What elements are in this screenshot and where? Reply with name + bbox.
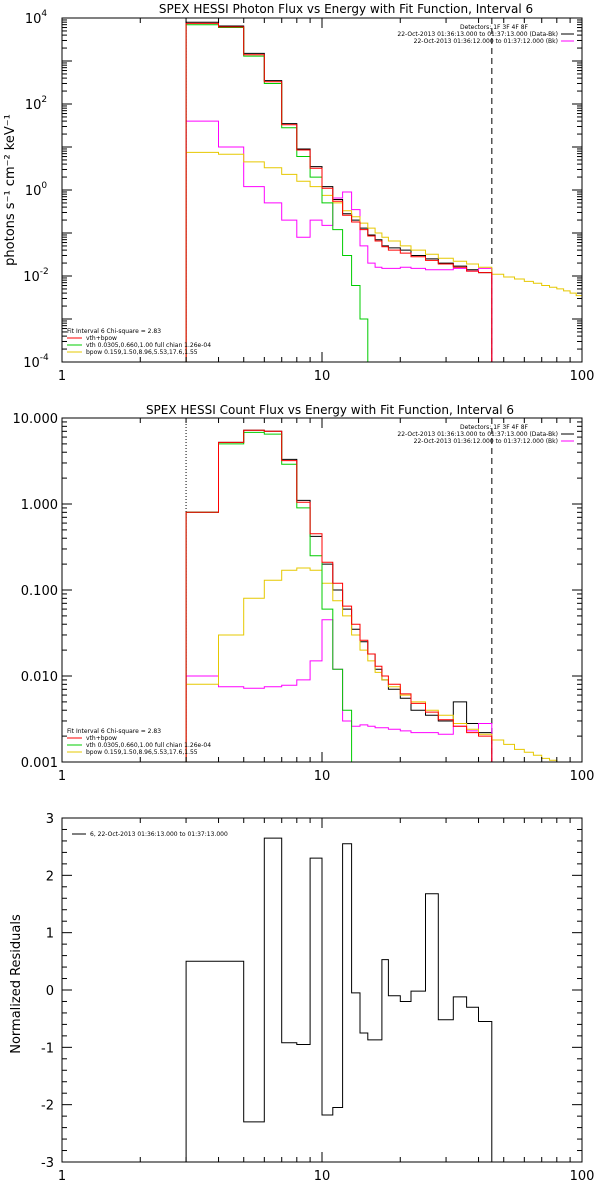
legend-total-label: vth+bpow xyxy=(86,735,117,742)
x-tick-label: 100 xyxy=(570,1169,595,1184)
legend-bk-label: 22-Oct-2013 01:36:12.000 to 01:37:12.000… xyxy=(414,38,558,45)
chart-title: SPEX HESSI Photon Flux vs Energy with Fi… xyxy=(159,2,533,16)
y-tick-label: 0.100 xyxy=(21,584,58,599)
series-bpow-line xyxy=(185,151,582,362)
panel-count-flux: SPEX HESSI Count Flux vs Energy with Fit… xyxy=(13,403,595,784)
y-tick-label: 1 xyxy=(46,927,54,942)
legend-detectors: Detectors: 1F 3F 4F 8F xyxy=(460,24,529,31)
y-tick-label: 10-2 xyxy=(23,267,49,285)
y-axis-label: photons s⁻¹ cm⁻² keV⁻¹ xyxy=(3,114,18,266)
y-tick-label: 3 xyxy=(46,812,54,827)
x-tick-label: 1 xyxy=(58,769,66,784)
axes: 1 10 100 -3 -2 -1 0 1 2 3 xyxy=(41,812,594,1184)
y-tick-label: 0.001 xyxy=(21,756,58,771)
y-tick-label: -3 xyxy=(41,1156,54,1171)
legend-total-label: vth+bpow xyxy=(86,335,117,342)
legend-top: Detectors: 1F 3F 4F 8F 22-Oct-2013 01:36… xyxy=(397,424,574,445)
x-tick-label: 100 xyxy=(570,369,595,384)
y-tick-label: 102 xyxy=(25,95,47,113)
plot-area xyxy=(185,418,582,763)
y-tick-label: 100 xyxy=(25,181,48,199)
y-tick-label: 0 xyxy=(46,984,54,999)
series-vth-line xyxy=(185,431,360,763)
y-tick-label: 104 xyxy=(25,9,48,27)
legend-fit-header: Fit Interval 6 Chi-square = 2.83 xyxy=(67,728,161,735)
x-tick-label: 1 xyxy=(58,1169,66,1184)
y-tick-label: 2 xyxy=(46,869,54,884)
legend-top: Detectors: 1F 3F 4F 8F 22-Oct-2013 01:36… xyxy=(397,24,574,45)
series-total-line xyxy=(185,22,493,362)
y-tick-label: -2 xyxy=(41,1099,54,1114)
legend-vth-label: vth 0.0305,0.660,1.00 full chian 1.26e-0… xyxy=(86,742,211,749)
axes: 1 10 100 0.001 0.010 0.100 1.000 10.000 xyxy=(13,412,595,784)
legend-fit-header: Fit Interval 6 Chi-square = 2.83 xyxy=(67,328,161,335)
legend-fit: Fit Interval 6 Chi-square = 2.83 vth+bpo… xyxy=(67,328,211,356)
panel-photon-flux: SPEX HESSI Photon Flux vs Energy with Fi… xyxy=(3,2,594,384)
y-tick-label: 0.010 xyxy=(21,670,58,685)
chart-title: SPEX HESSI Count Flux vs Energy with Fit… xyxy=(146,403,514,417)
y-tick-label: 10-4 xyxy=(23,353,49,371)
legend-bpow-label: bpow 0.159,1.50,8.96,5.53,17.6,1.55 xyxy=(86,749,198,756)
plot-area xyxy=(185,18,582,363)
legend-detectors: Detectors: 1F 3F 4F 8F xyxy=(460,424,529,431)
y-tick-label: 10.000 xyxy=(13,412,59,427)
x-tick-label: 100 xyxy=(570,769,595,784)
x-tick-label: 10 xyxy=(314,1169,331,1184)
series-data-line xyxy=(185,21,493,362)
legend-bpow-label: bpow 0.159,1.50,8.96,5.53,17.6,1.55 xyxy=(86,349,198,356)
panel-residuals: Normalized Residuals 1 10 100 -3 -2 -1 0 1 2 3 6,… xyxy=(9,812,594,1184)
y-axis-label: Normalized Residuals xyxy=(9,914,24,1054)
series-bk-line xyxy=(185,619,493,762)
y-tick-label: -1 xyxy=(41,1041,54,1056)
series-total-line xyxy=(185,429,493,762)
plot-area xyxy=(185,837,493,1162)
legend-label: 6, 22-Oct-2013 01:36:13.000 to 01:37:13.… xyxy=(90,831,228,838)
x-tick-label: 10 xyxy=(314,369,331,384)
y-tick-label: 1.000 xyxy=(21,498,58,513)
legend-data-label: 22-Oct-2013 01:36:13.000 to 01:37:13.000… xyxy=(397,431,558,438)
legend-bk-label: 22-Oct-2013 01:36:12.000 to 01:37:12.000… xyxy=(414,438,558,445)
x-tick-label: 10 xyxy=(314,769,331,784)
x-tick-label: 1 xyxy=(58,369,66,384)
legend-vth-label: vth 0.0305,0.660,1.00 full chian 1.26e-0… xyxy=(86,342,211,349)
legend-data-label: 22-Oct-2013 01:36:13.000 to 01:37:13.000… xyxy=(397,31,558,38)
legend-fit: Fit Interval 6 Chi-square = 2.83 vth+bpo… xyxy=(67,728,211,756)
axes: 1 10 100 10-4 10-2 100 102 104 xyxy=(23,9,594,384)
legend: 6, 22-Oct-2013 01:36:13.000 to 01:37:13.… xyxy=(72,831,228,838)
series-resid-line xyxy=(185,837,493,1162)
